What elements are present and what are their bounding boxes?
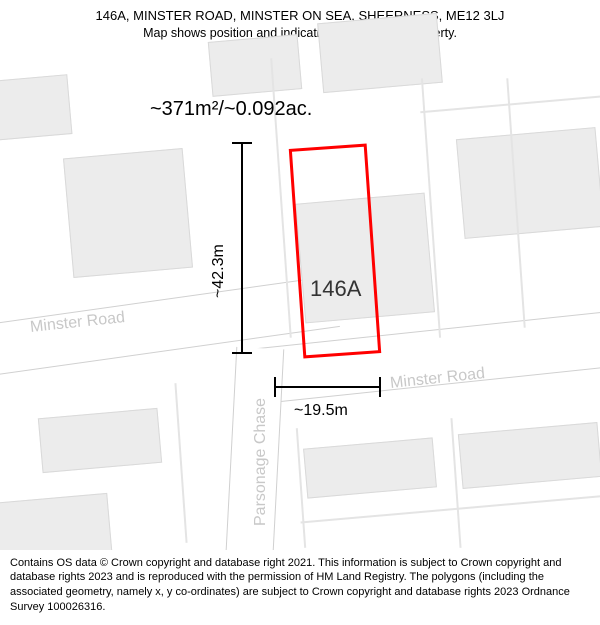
building-footprint [0,74,72,142]
property-outline [289,144,381,359]
dim-width-cap-left [274,377,276,397]
dim-width-text: ~19.5m [294,402,348,420]
page-subtitle: Map shows position and indicative extent… [10,25,590,41]
building-footprint [317,13,443,93]
building-footprint [38,408,162,473]
dim-height-cap-bot [232,352,252,354]
copyright-footer: Contains OS data © Crown copyright and d… [0,550,600,625]
map-canvas: Minster Road Minster Road Parsonage Chas… [0,48,600,538]
building-footprint [63,148,193,278]
parcel-boundary [296,428,306,548]
building-footprint [208,34,302,97]
dim-height-cap-top [232,142,252,144]
parcel-boundary [301,494,600,523]
building-footprint [458,422,600,489]
property-label: 146A [310,276,361,302]
dim-width-cap-right [379,377,381,397]
building-footprint [303,437,437,498]
dim-width-line [275,386,380,388]
dim-height-line [241,143,243,353]
building-footprint [456,127,600,239]
parcel-boundary [174,383,187,543]
dim-height-text: ~42.3m [210,244,228,298]
area-readout: ~371m²/~0.092ac. [150,98,312,121]
header: 146A, MINSTER ROAD, MINSTER ON SEA, SHEE… [0,0,600,45]
page-title: 146A, MINSTER ROAD, MINSTER ON SEA, SHEE… [10,8,590,25]
